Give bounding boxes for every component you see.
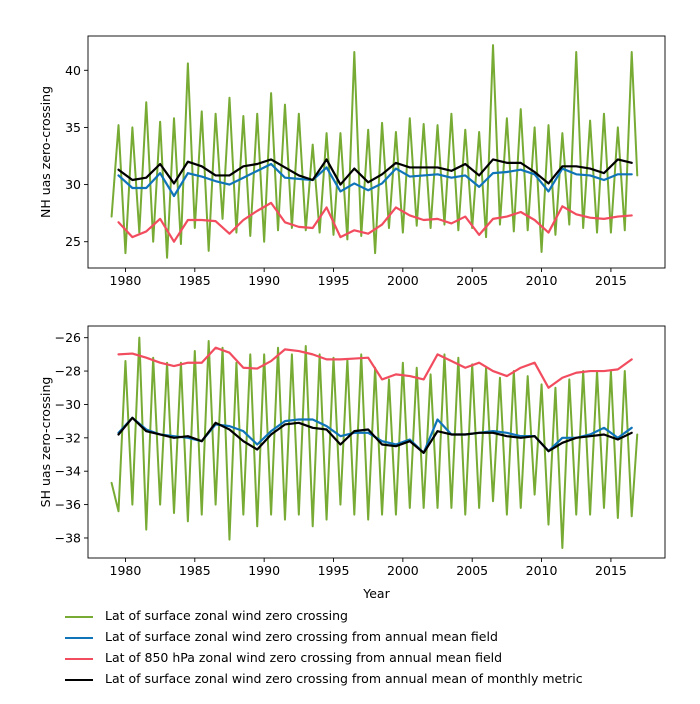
sh-series-group <box>110 336 639 549</box>
legend-label: Lat of surface zonal wind zero crossing … <box>105 671 583 686</box>
sh-xtick-label: 1980 <box>110 563 142 578</box>
nh-series-3-line <box>117 201 633 243</box>
nh-xtick-label: 2005 <box>456 273 488 288</box>
nh-series-group <box>110 44 639 259</box>
nh-ytick-label: 35 <box>65 120 81 135</box>
legend-swatch-green <box>65 616 93 618</box>
sh-xtick-label: 1990 <box>248 563 280 578</box>
sh-xtick-label: 2010 <box>526 563 558 578</box>
nh-ytick-label: 30 <box>65 177 81 192</box>
sh-series-4-line <box>117 416 633 454</box>
sh-axes-frame <box>87 325 666 559</box>
nh-series-4-line <box>117 158 633 186</box>
sh-ytick-label: −36 <box>55 497 81 512</box>
sh-ytick-label: −32 <box>55 430 81 445</box>
sh-xtick-label: 1985 <box>179 563 211 578</box>
sh-ytick-label: −28 <box>55 364 81 379</box>
nh-xtick-label: 1995 <box>318 273 350 288</box>
sh-xlabel: Year <box>362 586 390 601</box>
nh-ytick-label: 25 <box>65 234 81 249</box>
legend-label: Lat of surface zonal wind zero crossing … <box>105 629 498 644</box>
legend-label: Lat of surface zonal wind zero crossing <box>105 608 348 623</box>
legend-item-annual-mean-uas: Lat of surface zonal wind zero crossing … <box>60 627 690 648</box>
nh-xtick-label: 1985 <box>179 273 211 288</box>
legend-item-monthly-uas: Lat of surface zonal wind zero crossing <box>60 606 690 627</box>
sh-series-3-line <box>117 346 633 389</box>
sh-ytick-label: −30 <box>55 397 81 412</box>
legend-item-850hpa: Lat of 850 hPa zonal wind zero crossing … <box>60 648 690 669</box>
legend-swatch-red <box>65 658 93 660</box>
nh-ylabel: NH uas zero-crossing <box>38 86 53 218</box>
legend-label: Lat of 850 hPa zonal wind zero crossing … <box>105 650 503 665</box>
legend-item-annual-mean-of-monthly: Lat of surface zonal wind zero crossing … <box>60 669 690 690</box>
legend: Lat of surface zonal wind zero crossing … <box>60 606 690 690</box>
sh-xtick-label: 2000 <box>387 563 419 578</box>
sh-ylabel: SH uas zero-crossing <box>38 377 53 508</box>
sh-ytick-label: −34 <box>55 464 81 479</box>
nh-xtick-label: 2015 <box>595 273 627 288</box>
sh-ytick-label: −26 <box>55 330 81 345</box>
nh-axes-frame <box>87 35 666 269</box>
nh-series-1-line <box>110 44 639 259</box>
sh-ytick-label: −38 <box>55 530 81 545</box>
nh-ytick-label: 40 <box>65 63 81 78</box>
nh-xtick-label: 2000 <box>387 273 419 288</box>
nh-xtick-label: 1990 <box>248 273 280 288</box>
nh-xtick-label: 1980 <box>110 273 142 288</box>
nh-xtick-label: 2010 <box>526 273 558 288</box>
sh-panel: 1980 1985 1990 1995 2000 2005 2010 2015 −38 −36 −3… <box>38 325 666 601</box>
nh-series-2-line <box>117 162 633 198</box>
sh-xtick-label: 2005 <box>456 563 488 578</box>
legend-swatch-black <box>65 679 93 681</box>
nh-panel: 1980 1985 1990 1995 2000 2005 2010 2015 25 30 35 40… <box>38 35 666 288</box>
sh-xtick-label: 2015 <box>595 563 627 578</box>
sh-xtick-label: 1995 <box>318 563 350 578</box>
legend-swatch-blue <box>65 637 93 639</box>
